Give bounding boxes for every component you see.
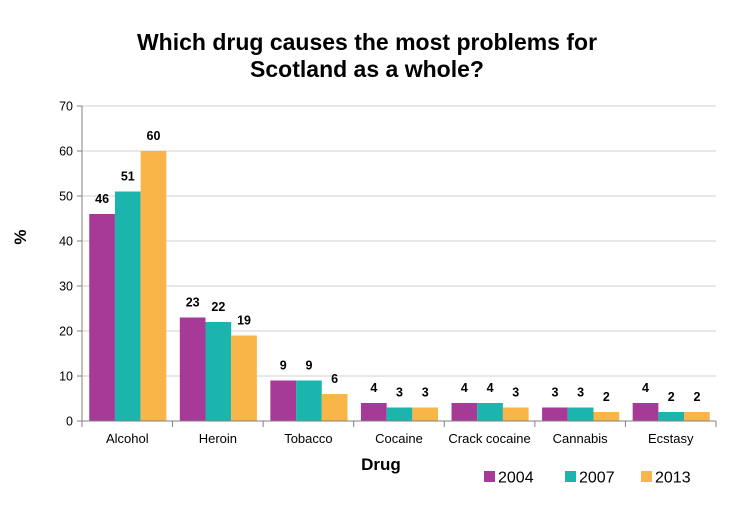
data-label: 22	[211, 300, 225, 314]
y-tick-label: 30	[59, 280, 73, 294]
data-label: 51	[121, 170, 135, 184]
bar-2013-heroin	[231, 335, 257, 421]
data-label: 4	[461, 381, 468, 395]
x-category-labels: Alcohol Heroin Tobacco Cocaine Crack cocaine…	[106, 431, 694, 446]
y-tick-label: 60	[59, 145, 73, 159]
data-label: 9	[280, 359, 287, 373]
legend-label-2004: 2004	[498, 470, 534, 487]
chart-title-line-2: Scotland as a whole?	[250, 56, 484, 82]
data-label: 2	[693, 390, 700, 404]
chart-title-line-1: Which drug causes the most problems for	[137, 29, 597, 55]
data-label: 3	[551, 386, 558, 400]
x-category-label: Heroin	[199, 431, 237, 446]
legend-swatch-2007	[565, 471, 576, 482]
y-tick-label: 50	[59, 190, 73, 204]
data-label: 3	[422, 386, 429, 400]
data-label: 23	[186, 296, 200, 310]
data-label: 3	[577, 386, 584, 400]
legend: 2004 2007 2013	[484, 470, 691, 487]
x-category-label: Cocaine	[375, 431, 423, 446]
data-label: 9	[305, 359, 312, 373]
bar-2004-ecstasy	[632, 403, 659, 421]
y-tick-label: 20	[59, 325, 73, 339]
bar-2004-cannabis	[542, 407, 568, 421]
data-label: 4	[642, 381, 649, 395]
data-label: 4	[487, 381, 494, 395]
y-tick-label: 70	[59, 100, 73, 114]
legend-label-2013: 2013	[655, 470, 691, 487]
bar-2007-ecstasy	[658, 412, 685, 421]
data-label: 60	[147, 129, 161, 143]
bar-2007-cocaine	[386, 407, 413, 421]
bar-2007-heroin	[205, 322, 232, 421]
y-tick-labels: 0 10 20 30 40 50 60 70	[59, 100, 73, 429]
x-category-label: Ecstasy	[648, 431, 694, 446]
x-category-label: Cannabis	[553, 431, 608, 446]
bar-2004-cocaine	[360, 403, 387, 421]
bar-2004-alcohol	[89, 214, 115, 421]
data-label: 2	[603, 390, 610, 404]
data-label: 6	[331, 372, 338, 386]
bar-2007-cannabis	[567, 407, 594, 421]
bar-2013-cocaine	[412, 407, 439, 421]
axes	[77, 105, 717, 427]
data-label: 19	[237, 314, 251, 328]
bar-2013-cannabis	[593, 412, 620, 421]
y-tick-label: 40	[59, 235, 73, 249]
bar-2004-crack-cocaine	[451, 403, 478, 421]
gridlines	[82, 105, 716, 377]
legend-swatch-2004	[484, 471, 495, 482]
data-label: 3	[512, 386, 519, 400]
data-label: 46	[95, 192, 109, 206]
bar-2007-tobacco	[296, 380, 322, 421]
y-axis-title: %	[11, 229, 30, 244]
bar-2013-ecstasy	[684, 412, 710, 421]
data-label: 3	[396, 386, 403, 400]
bars	[89, 151, 710, 421]
y-tick-label: 0	[66, 415, 73, 429]
legend-swatch-2013	[641, 471, 652, 482]
data-label: 4	[370, 381, 377, 395]
y-tick-label: 10	[59, 370, 73, 384]
x-category-label: Tobacco	[284, 431, 332, 446]
bar-2013-alcohol	[140, 151, 167, 421]
bar-2007-alcohol	[114, 191, 141, 421]
x-axis-title: Drug	[361, 455, 401, 474]
bar-2004-heroin	[179, 317, 206, 421]
bar-2004-tobacco	[270, 380, 297, 421]
bar-2013-crack-cocaine	[502, 407, 529, 421]
bar-2013-tobacco	[321, 394, 348, 421]
x-category-label: Alcohol	[106, 431, 149, 446]
data-label: 2	[668, 390, 675, 404]
x-category-label: Crack cocaine	[448, 431, 530, 446]
legend-label-2007: 2007	[579, 470, 615, 487]
bar-2007-crack-cocaine	[477, 403, 503, 421]
